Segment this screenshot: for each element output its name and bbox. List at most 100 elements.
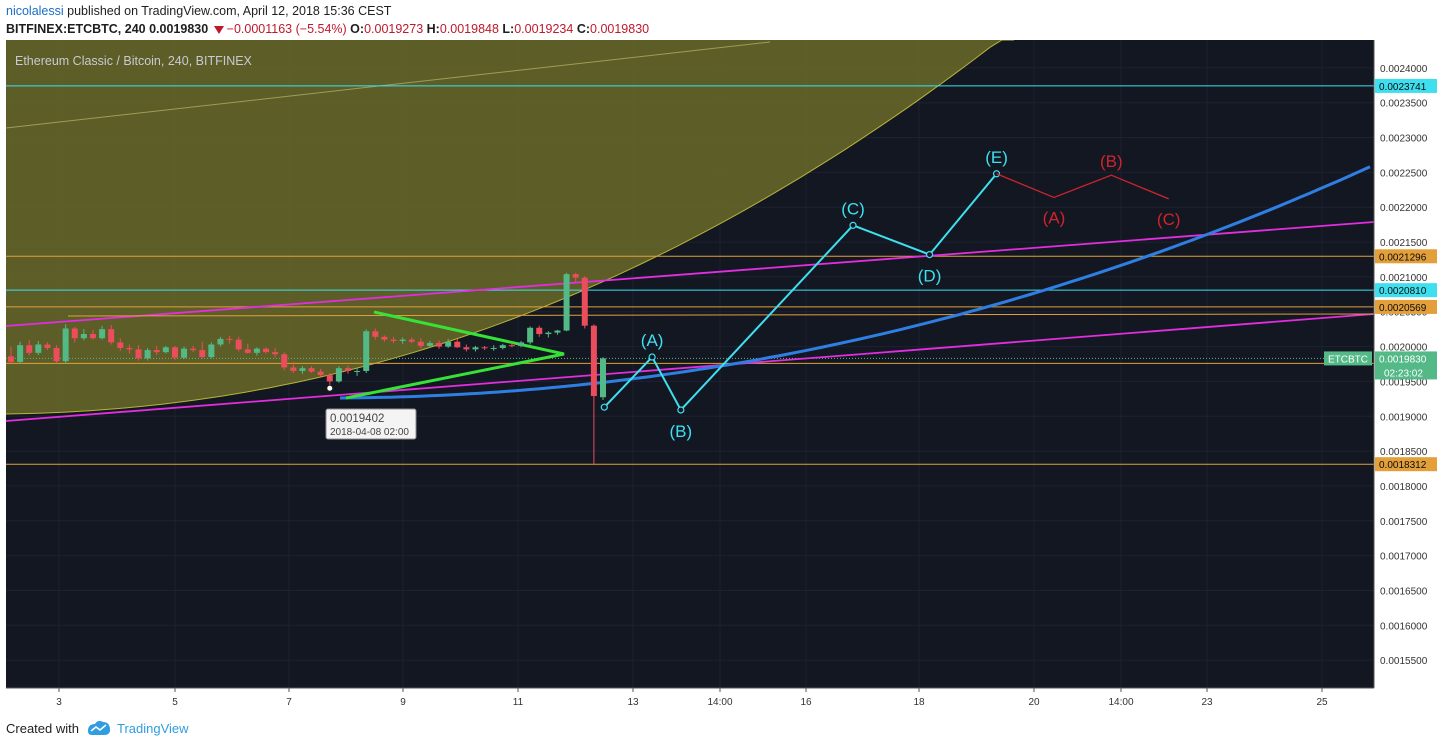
candle-body [99, 329, 106, 339]
x-tick-label: 14:00 [707, 697, 732, 708]
candle-body [299, 368, 306, 371]
chart-title: Ethereum Classic / Bitcoin, 240, BITFINE… [15, 54, 253, 68]
wave-point [677, 406, 685, 414]
price-change: −0.0001163 (−5.54%) [226, 22, 347, 36]
symbol-label: BITFINEX:ETCBTC, 240 [6, 22, 146, 36]
symbol-tag-bg [1324, 351, 1372, 366]
candle-body [80, 334, 87, 339]
candle-body [390, 339, 397, 342]
candle-body [445, 341, 452, 347]
candle-body [463, 347, 470, 350]
time-axis[interactable] [0, 688, 1374, 712]
candle-body [317, 371, 324, 376]
candle-body [117, 342, 124, 348]
candles [8, 272, 606, 465]
corrective-label: (C) [1157, 210, 1181, 229]
candle-body [17, 345, 24, 362]
candle-body [536, 327, 543, 335]
candle-body [399, 339, 406, 342]
candle-body [281, 354, 288, 368]
candle-body [244, 349, 251, 353]
candle-body [89, 334, 96, 339]
candle-body [408, 339, 415, 342]
y-tick-label: 0.0016500 [1380, 586, 1428, 597]
wave-label: (C) [841, 199, 865, 218]
author-link[interactable]: nicolalessi [6, 4, 64, 18]
y-tick-label: 0.0017000 [1380, 552, 1428, 563]
channel-lower-line [5, 313, 1375, 422]
open-value: 0.0019273 [364, 22, 424, 36]
low-price-marker: 0.0019402 2018-04-08 02:00 [325, 408, 417, 440]
candle-body [199, 350, 206, 358]
candle-body [490, 347, 497, 349]
level-price-label-text: 0.0021296 [1379, 252, 1427, 263]
candle-body [263, 348, 270, 353]
level-price-label-bg [1375, 249, 1437, 264]
candle-body [26, 345, 33, 353]
channel-upper-line [5, 221, 1375, 327]
x-tick-label: 5 [172, 697, 178, 708]
corrective-wave-line [996, 173, 1169, 200]
candle-body [235, 339, 242, 350]
candle-body [499, 345, 506, 348]
price-axis-labels: 0.0023741 0.0021296 0.0020810 0.0020569 0.00… [1324, 78, 1437, 472]
low-label: L: [502, 22, 515, 36]
tradingview-logo-icon[interactable] [86, 719, 112, 737]
candle-body [226, 338, 233, 340]
y-tick-label: 0.0022000 [1380, 203, 1428, 214]
level-price-label-text: 0.0018312 [1379, 460, 1427, 471]
triangle-pattern [345, 310, 565, 400]
low-marker-price: 0.0019402 [330, 413, 384, 425]
candle-body [35, 344, 42, 353]
candle-body [126, 347, 133, 350]
projection-zone-fill [6, 40, 1020, 414]
candle-body [135, 349, 142, 359]
candle-body [508, 345, 515, 347]
y-tick-label: 0.0021000 [1380, 273, 1428, 284]
chart-header: nicolalessi published on TradingView.com… [0, 0, 1438, 40]
y-tick-label: 0.0015500 [1380, 656, 1428, 667]
candle-body [454, 341, 461, 348]
close-value: 0.0019830 [590, 22, 650, 36]
y-tick-label: 0.0019000 [1380, 412, 1428, 423]
low-point-dot [326, 384, 334, 392]
wave-point [849, 221, 857, 229]
corrective-label: (A) [1043, 208, 1066, 227]
candle-body [44, 344, 51, 348]
x-tick-label: 25 [1316, 697, 1328, 708]
impulse-wave-line [603, 173, 998, 412]
wave-label: (E) [985, 148, 1008, 167]
candle-body [53, 347, 60, 362]
candle-body [272, 352, 279, 355]
level-price-label-bg [1375, 283, 1437, 298]
wave-point [600, 403, 608, 411]
y-tick-label: 0.0023500 [1380, 99, 1428, 110]
level-price-label-bg [1375, 457, 1437, 472]
y-tick-label: 0.0017500 [1380, 517, 1428, 528]
candle-body [208, 344, 215, 358]
projection-zone-edge [5, 40, 1014, 415]
parabolic-curve [339, 165, 1371, 400]
x-tick-label: 18 [913, 697, 925, 708]
x-tick-label: 13 [627, 697, 639, 708]
last-price: 0.0019830 [149, 22, 209, 36]
candle-body [581, 277, 588, 326]
trend-lines [5, 165, 1375, 422]
tradingview-link[interactable]: TradingView [117, 721, 189, 736]
candle-body [8, 356, 14, 362]
last-price-label-bg [1375, 351, 1437, 380]
candle-body [308, 368, 315, 372]
price-chart[interactable]: (A) (B) (C) (D) (E) (A) (B) (C) Ethereum Classi… [0, 40, 1438, 712]
candle-body [472, 347, 479, 350]
candle-body [335, 368, 342, 382]
y-tick-label: 0.0022500 [1380, 168, 1428, 179]
x-tick-label: 9 [400, 697, 406, 708]
orange-channel-line [67, 313, 1375, 317]
candle-body [71, 328, 78, 339]
candle-body [563, 274, 570, 331]
candle-body [253, 348, 260, 353]
low-marker-date: 2018-04-08 02:00 [330, 427, 409, 438]
countdown-label-text: 02:23:02 [1384, 368, 1423, 379]
y-tick-label: 0.0020000 [1380, 343, 1428, 354]
close-label: C: [576, 22, 591, 36]
